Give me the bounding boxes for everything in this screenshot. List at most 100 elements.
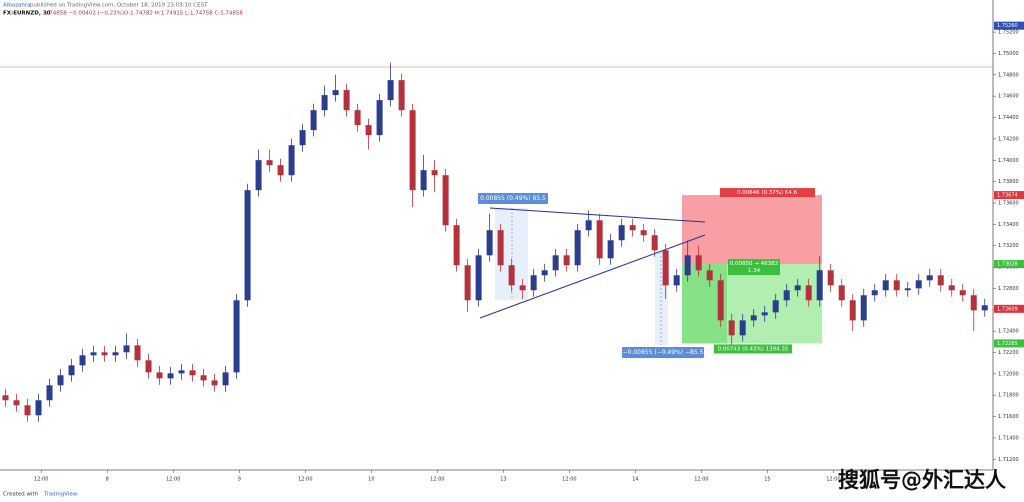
candle-body <box>728 320 735 336</box>
author: Albozahra <box>3 3 31 9</box>
y-tick-label: 1.71200 <box>998 457 1019 463</box>
candle-body <box>486 230 493 256</box>
ratio-label: 1.34 <box>748 268 761 274</box>
candle-body <box>948 285 955 291</box>
x-tick-label: 12:00 <box>298 477 312 483</box>
x-tick-label: 13 <box>500 477 506 483</box>
candle-body <box>167 373 174 379</box>
footer-brand[interactable]: TradingView <box>43 492 78 498</box>
candle-body <box>882 280 889 291</box>
price-badge-label: 1.73674 <box>997 193 1018 199</box>
candle-body <box>90 352 97 356</box>
x-tick-label: 14 <box>632 477 638 483</box>
candle-body <box>464 265 471 301</box>
y-tick-label: 1.75000 <box>998 51 1019 57</box>
x-tick-label: 8 <box>106 477 109 483</box>
x-tick-label: 10 <box>368 477 374 483</box>
y-tick-label: 1.72800 <box>998 286 1019 292</box>
candle-body <box>673 275 680 286</box>
candle-body <box>695 255 702 271</box>
candle-body <box>816 270 823 301</box>
y-tick-label: 1.73200 <box>998 243 1019 249</box>
candle-body <box>618 225 625 241</box>
candle-body <box>288 145 295 176</box>
stop-label-bg <box>720 188 815 198</box>
candle-body <box>750 315 757 321</box>
candle-body <box>123 345 130 353</box>
price-badge <box>994 304 1024 313</box>
candle-body <box>497 230 504 266</box>
price-badge-label: 1.72285 <box>997 341 1018 347</box>
candle-body <box>849 300 856 321</box>
candle-body <box>530 275 537 291</box>
trend-line <box>489 207 706 223</box>
y-tick-label: 1.71600 <box>998 414 1019 420</box>
watermark: 搜狐号@外汇达人 <box>838 468 1006 492</box>
candle-body <box>178 370 185 374</box>
candle-body <box>651 235 658 251</box>
candle-body <box>409 110 416 191</box>
candle-body <box>827 270 834 286</box>
candle-body <box>761 312 768 316</box>
candle-body <box>772 300 779 313</box>
y-tick-label: 1.73800 <box>998 179 1019 185</box>
candle-body <box>46 385 53 401</box>
candle-body <box>805 285 812 301</box>
candle-body <box>926 275 933 281</box>
x-tick-label: 12:00 <box>826 477 840 483</box>
y-tick-label: 1.74400 <box>998 115 1019 121</box>
price-badge-label: 1.72609 <box>997 306 1018 312</box>
candle-body <box>387 80 394 101</box>
price-badge-label: 1.73028 <box>997 262 1018 268</box>
candle-body <box>233 300 240 373</box>
candle-body <box>717 280 724 321</box>
y-tick-label: 1.73600 <box>998 200 1019 206</box>
overlays: 0.00855 (0.49%) 85.5 −0.00855 (−0.49%) −… <box>478 188 815 358</box>
y-tick-label: 1.72400 <box>998 329 1019 335</box>
candle-body <box>970 295 977 311</box>
candle-body <box>79 355 86 366</box>
candle-body <box>35 400 42 416</box>
ohlc: O:1.74782 H:1.74915 L:1.74758 C:1.74858 <box>124 11 243 17</box>
published: published on TradingView.com, October 18… <box>30 3 208 9</box>
candle-body <box>266 160 273 166</box>
target-label-bg <box>714 344 792 354</box>
price-badge <box>994 339 1024 348</box>
candle-body <box>431 170 438 176</box>
candle-body <box>838 285 845 301</box>
stop-label: 0.00646 (0.37%) 64.6 <box>737 190 798 196</box>
y-tick-label: 1.72200 <box>998 350 1019 356</box>
candle-body <box>354 110 361 126</box>
candle-body <box>13 400 20 406</box>
candle-body <box>420 170 427 191</box>
x-tick-label: 12:00 <box>166 477 180 483</box>
candle-body <box>893 280 900 291</box>
candle-body <box>541 270 548 276</box>
candle-body <box>552 255 559 271</box>
y-tick-label: 1.73400 <box>998 222 1019 228</box>
candle-body <box>915 280 922 289</box>
x-tick-label: 12:00 <box>34 477 48 483</box>
y-tick-label: 1.74000 <box>998 158 1019 164</box>
x-tick-label: 9 <box>238 477 241 483</box>
y-tick-label: 1.74800 <box>998 72 1019 78</box>
measure-label: −0.00855 (−0.49%) −85.5 <box>623 349 704 356</box>
candle-body <box>376 100 383 136</box>
candle-body <box>794 285 801 291</box>
candle-body <box>739 320 746 336</box>
candle-body <box>321 95 328 111</box>
candle-body <box>904 288 911 291</box>
measure-label: 0.00855 (0.49%) 85.5 <box>480 195 546 202</box>
candle-body <box>255 160 262 191</box>
candle-body <box>134 345 141 361</box>
candle-body <box>200 375 207 381</box>
candle-body <box>101 352 108 356</box>
candle-body <box>332 90 339 96</box>
price-badge <box>994 21 1024 30</box>
candle-body <box>24 405 31 416</box>
quote: 1.74858 −0.00402 (−0.23%) <box>44 11 124 17</box>
candle-body <box>68 365 75 376</box>
